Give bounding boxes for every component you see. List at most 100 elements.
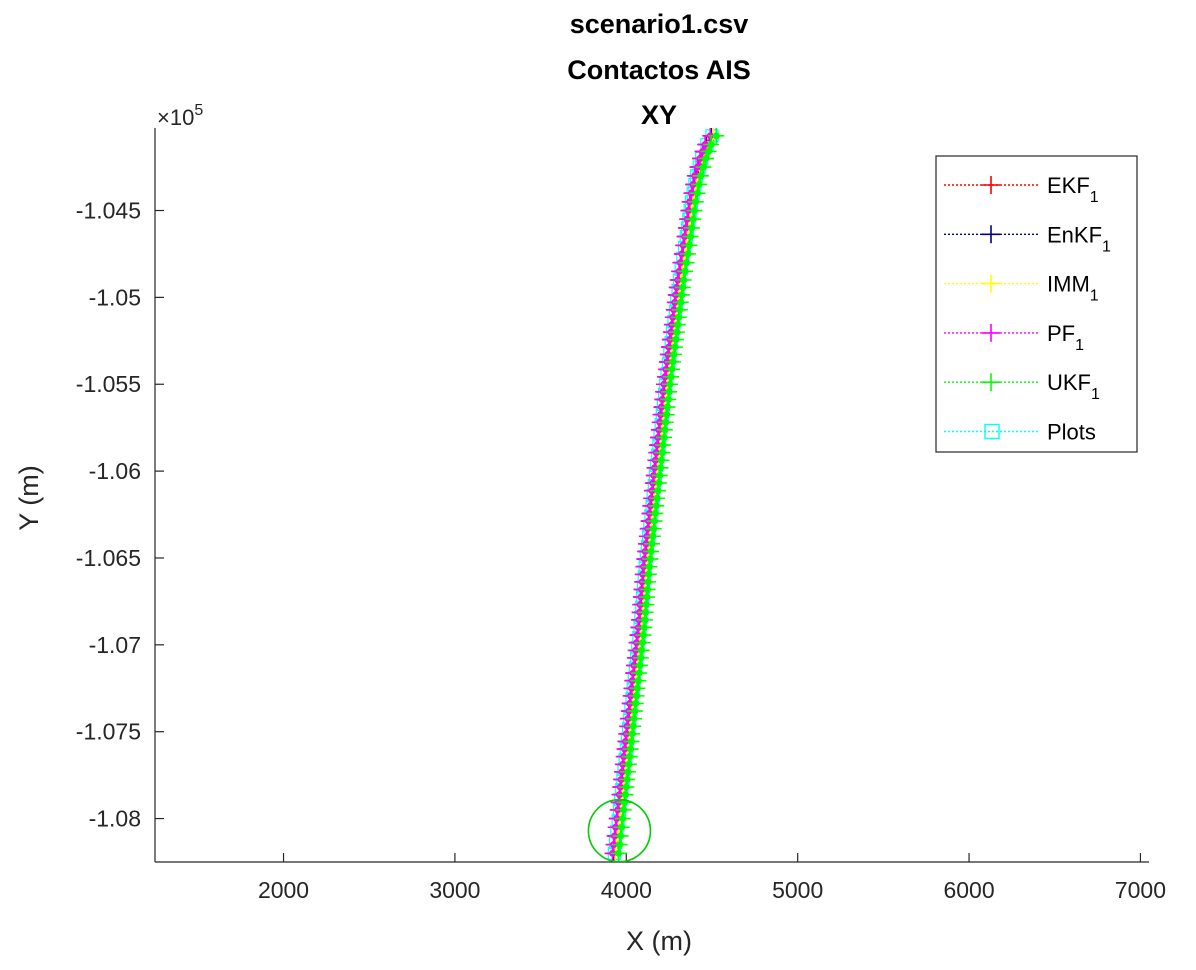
series-point-dot (659, 441, 667, 449)
series-point-dot (615, 849, 623, 857)
legend-marker (984, 423, 1000, 440)
series-point-dot (627, 745, 635, 753)
series-point-dot (638, 646, 646, 654)
x-tick-label: 4000 (601, 877, 652, 903)
legend-marker (982, 274, 1000, 293)
series-point-dot (637, 654, 645, 662)
series-point-dot (621, 791, 629, 799)
series-point-dot (688, 224, 696, 232)
series-point-dot (678, 291, 686, 299)
x-tick-label: 7000 (1115, 877, 1166, 903)
series-point-dot (652, 502, 660, 510)
legend-item-ukf: UKF1 (944, 370, 1100, 403)
series-point-dot (690, 207, 698, 215)
x-tick-label: 2000 (258, 877, 309, 903)
y-tick-label: -1.06 (89, 458, 141, 484)
x-tick-label: 3000 (429, 877, 480, 903)
series-point-dot (712, 132, 720, 140)
series-point-dot (618, 823, 626, 831)
chart-title-line-3: XY (641, 100, 677, 130)
series-point-dot (682, 259, 690, 267)
legend-item-imm: IMM1 (944, 272, 1099, 305)
series-point-dot (699, 163, 707, 171)
chart-title-line-2: Contactos AIS (567, 55, 751, 85)
series-point-dot (655, 479, 663, 487)
legend-item-ekf: EKF1 (944, 173, 1099, 206)
series-point-dot (689, 215, 697, 223)
series-point-dot (620, 806, 628, 814)
series-point-dot (679, 283, 687, 291)
series-point-dot (657, 456, 665, 464)
series-point-dot (664, 395, 672, 403)
series-point-dot (687, 233, 695, 241)
y-ticks: -1.045 -1.05 -1.055 -1.06 -1.065 -1.07 -1.075 -… (76, 198, 164, 832)
legend-marker (982, 323, 1000, 342)
series-point-dot (626, 753, 634, 761)
y-tick-label: -1.055 (76, 371, 141, 397)
series-point-dot (654, 487, 662, 495)
series-point-dot (707, 141, 715, 149)
legend-marker (982, 225, 1000, 244)
x-tick-label: 6000 (943, 877, 994, 903)
y-exponent-power: 5 (194, 102, 203, 119)
series-point-dot (632, 699, 640, 707)
y-tick-label: -1.045 (76, 198, 141, 224)
series-point-dot (636, 661, 644, 669)
series-point-dot (635, 669, 643, 677)
series-point-dot (649, 532, 657, 540)
y-tick-label: -1.075 (76, 719, 141, 745)
series-point-dot (650, 525, 658, 533)
series-point-dot (633, 692, 641, 700)
series-point-dot (663, 411, 671, 419)
series-point-dot (697, 172, 705, 180)
legend-item-enkf: EnKF1 (944, 222, 1111, 255)
series-point-dot (675, 313, 683, 321)
x-ticks: 2000 3000 4000 5000 6000 7000 (258, 853, 1166, 903)
legend-box (935, 155, 1138, 453)
legend-marker (982, 176, 1000, 194)
series-point-dot (676, 306, 684, 314)
series-point-dot (670, 350, 678, 358)
y-tick-label: -1.05 (89, 284, 141, 310)
series-point-dot (671, 343, 679, 351)
series-point-dot (630, 715, 638, 723)
series-point-dot (684, 250, 692, 258)
series-point-dot (672, 336, 680, 344)
series-point-dot (674, 321, 682, 329)
chart-title-line-1: scenario1.csv (570, 9, 749, 39)
series-point-dot (658, 449, 666, 457)
x-tick-label: 5000 (772, 877, 823, 903)
start-circle-marker (587, 798, 652, 862)
series-point-dot (705, 147, 713, 155)
series-point-dot (667, 373, 675, 381)
series-point-dot (648, 540, 656, 548)
series-point-dot (624, 768, 632, 776)
series-point-dot (660, 433, 668, 441)
series-point-dot (662, 418, 670, 426)
legend-label: IMM1 (1047, 272, 1099, 305)
series-point-dot (681, 267, 689, 275)
series-ukf (610, 128, 725, 862)
series-point-dot (623, 775, 631, 783)
series-point-dot (622, 783, 630, 791)
y-tick-label: -1.065 (76, 545, 141, 571)
series-point-dot (680, 276, 688, 284)
series-point-dot (616, 841, 624, 849)
legend-label: Plots (1047, 420, 1096, 445)
series-point-dot (651, 517, 659, 525)
series-point-dot (619, 815, 627, 823)
legend: EKF1 EnKF1 IMM1 PF1 UKF1 Plots (935, 155, 1138, 453)
y-exponent-base: ×10 (157, 105, 194, 130)
series-point-dot (647, 547, 655, 555)
y-exponent-label: ×105 (157, 102, 203, 130)
series-point-dot (617, 832, 625, 840)
series-point-dot (628, 730, 636, 738)
legend-item-plots: Plots (944, 420, 1096, 445)
series-point-dot (673, 328, 681, 336)
legend-marker (982, 373, 1000, 392)
series-point-dot (685, 241, 693, 249)
series-point-dot (668, 365, 676, 373)
y-tick-label: -1.08 (89, 806, 141, 832)
series-point-dot (669, 358, 677, 366)
